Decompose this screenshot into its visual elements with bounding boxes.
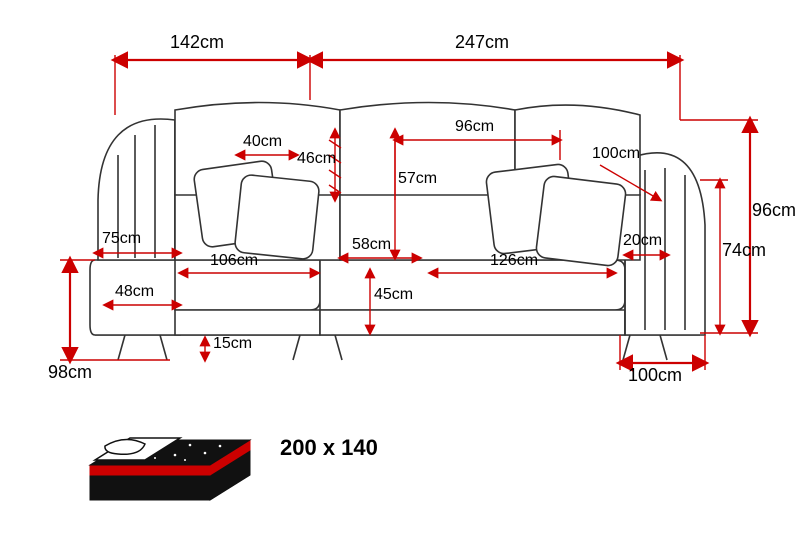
stage: 142cm 247cm 96cm 40cm 46cm 57cm 75cm 106…	[0, 0, 800, 533]
dim-top-left: 142cm	[170, 32, 224, 53]
dim-back-cushion-w: 96cm	[455, 118, 494, 136]
dim-arm-w: 20cm	[623, 232, 662, 250]
dim-right-inner-h: 74cm	[722, 240, 766, 261]
dim-chaise-depth: 75cm	[102, 230, 141, 248]
dim-top-right: 247cm	[455, 32, 509, 53]
dim-seat-height: 45cm	[374, 286, 413, 304]
dim-chaise-end: 48cm	[115, 283, 154, 301]
sofa-dimension-diagram	[0, 0, 800, 533]
dim-hatch: 46cm	[297, 150, 336, 168]
bed-size-label: 200 x 140	[280, 435, 378, 461]
dim-back-cushion-h: 57cm	[398, 170, 437, 188]
dim-chaise-width: 106cm	[210, 252, 258, 270]
dim-leg-h: 15cm	[213, 335, 252, 353]
dim-right-depth: 100cm	[628, 365, 682, 386]
bed-size-icon	[90, 438, 250, 500]
dim-left-depth: 98cm	[48, 362, 92, 383]
dim-seat-depth: 58cm	[352, 236, 391, 254]
dim-arm-h: 100cm	[592, 145, 640, 163]
dim-pillow: 40cm	[243, 133, 282, 151]
dim-main-seat-w: 126cm	[490, 252, 538, 270]
dim-right-overall-h: 96cm	[752, 200, 796, 221]
